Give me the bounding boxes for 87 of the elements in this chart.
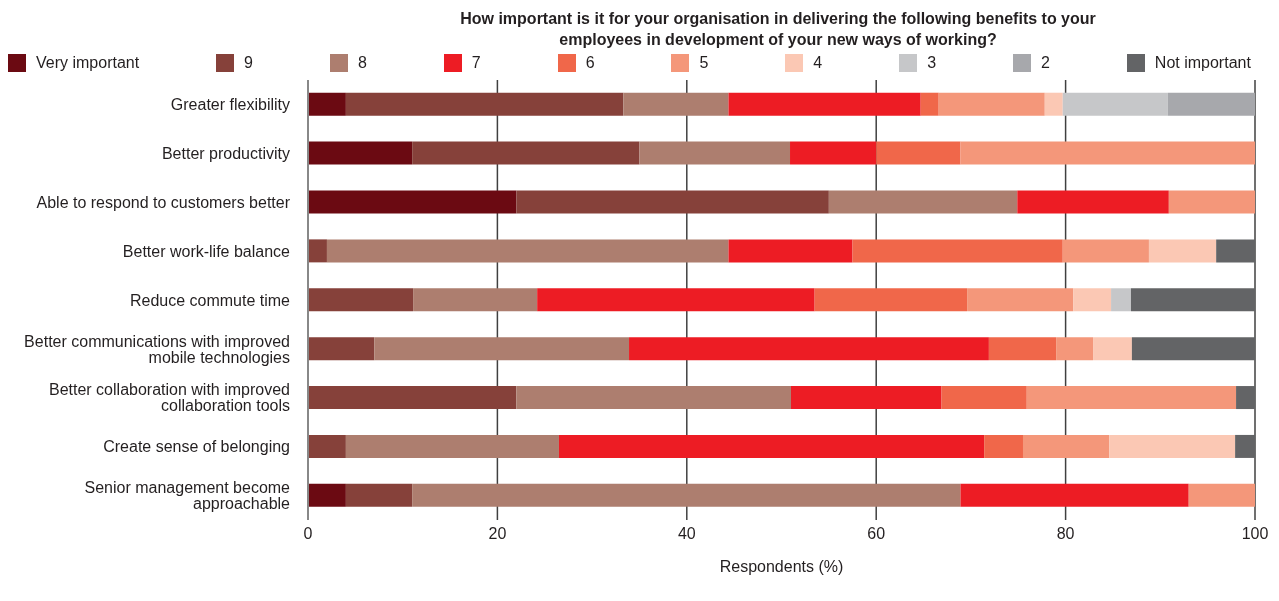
y-tick-label: Able to respond to customers better <box>36 193 291 211</box>
bar <box>326 239 729 263</box>
bar <box>1056 337 1094 361</box>
bar <box>623 92 729 116</box>
bar <box>1216 239 1255 263</box>
bar <box>1111 288 1131 312</box>
bar <box>1167 92 1255 116</box>
bar <box>1073 288 1112 312</box>
bar <box>1131 337 1255 361</box>
bar <box>345 434 559 458</box>
bar <box>1017 190 1169 214</box>
bar <box>1044 92 1063 116</box>
bar <box>1236 386 1255 410</box>
bar <box>1062 239 1149 263</box>
bar <box>629 337 989 361</box>
y-tick-label: Better collaboration with improved collaboration tools <box>48 381 290 415</box>
legend-label: Very important <box>36 54 140 72</box>
bar <box>516 190 829 214</box>
legend-label: Not important <box>1154 54 1251 72</box>
bar <box>1235 434 1255 458</box>
legend-label: 4 <box>813 54 823 72</box>
legend-label: 9 <box>244 54 253 72</box>
x-tick-label: 100 <box>1241 525 1269 543</box>
bar <box>345 483 413 507</box>
bar <box>728 239 853 263</box>
y-tick-label: Senior management become approachable <box>84 479 291 513</box>
y-tick-label: Create sense of belonging <box>103 438 290 456</box>
bar <box>1062 92 1168 116</box>
bar <box>814 288 968 312</box>
x-tick-label: 40 <box>677 525 696 543</box>
bar <box>828 190 1018 214</box>
y-tick-label: Better work-life balance <box>122 242 291 260</box>
bar <box>308 141 413 165</box>
y-tick-label: Better communications with improved mobile technologies <box>24 332 290 366</box>
bar <box>308 92 346 116</box>
bar <box>1093 337 1132 361</box>
bar <box>412 483 961 507</box>
bar <box>960 483 1189 507</box>
bar <box>1130 288 1255 312</box>
bar <box>967 288 1074 312</box>
x-axis-title: Respondents (%) <box>719 558 844 575</box>
legend-label: 2 <box>1041 54 1050 72</box>
bar <box>537 288 815 312</box>
y-tick-label: Better productivity <box>161 145 290 163</box>
bar <box>852 239 1063 263</box>
bar <box>516 386 791 410</box>
bar <box>639 141 791 165</box>
y-tick-label: Greater flexibility <box>170 96 290 114</box>
bar <box>308 386 517 410</box>
x-tick-label: 80 <box>1056 525 1075 543</box>
bar <box>1022 434 1110 458</box>
bar <box>1026 386 1237 410</box>
bar <box>308 434 346 458</box>
bar <box>308 288 414 312</box>
bar <box>920 92 939 116</box>
bar <box>790 386 942 410</box>
legend-label: 8 <box>357 54 367 72</box>
bar <box>728 92 921 116</box>
bar <box>1109 434 1236 458</box>
bar <box>308 190 517 214</box>
bar <box>1148 239 1217 263</box>
x-tick-label: 0 <box>303 525 313 543</box>
bar <box>1188 483 1255 507</box>
bar <box>374 337 630 361</box>
bar <box>1168 190 1255 214</box>
bar <box>960 141 1255 165</box>
bar <box>790 141 877 165</box>
bar <box>308 483 346 507</box>
bar <box>412 141 640 165</box>
x-tick-label: 60 <box>867 525 886 543</box>
bar <box>876 141 961 165</box>
bar <box>988 337 1057 361</box>
bar <box>984 434 1023 458</box>
chart-title: How important is it for your organisation in delivering the following benefits to your employees in development of your new ways of working? <box>459 9 1097 50</box>
bar <box>345 92 624 116</box>
x-tick-label: 20 <box>488 525 507 543</box>
bar <box>308 239 327 263</box>
legend-label: 6 <box>585 54 595 72</box>
y-tick-label: Reduce commute time <box>129 291 291 309</box>
bar <box>558 434 985 458</box>
bar <box>308 337 375 361</box>
bar <box>941 386 1027 410</box>
legend-label: 5 <box>699 54 709 72</box>
legend-label: 7 <box>471 54 481 72</box>
legend-label: 3 <box>927 54 937 72</box>
bar <box>413 288 538 312</box>
bar <box>938 92 1045 116</box>
